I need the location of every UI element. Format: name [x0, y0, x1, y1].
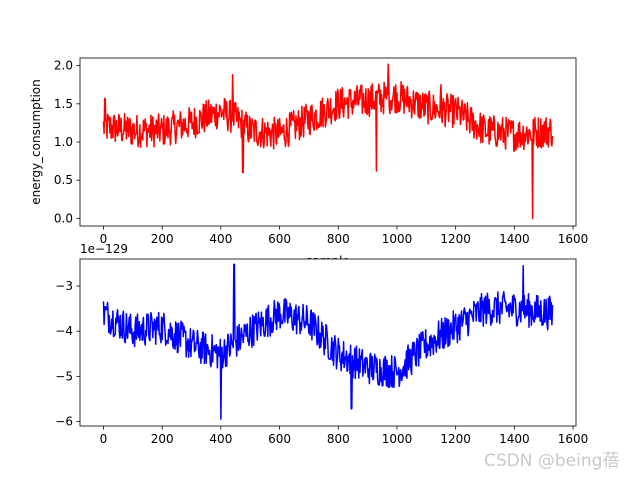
axes-frame — [79, 258, 577, 427]
x-tick-label: 400 — [209, 232, 232, 246]
energy-consumption-subplot: 0 200 400 600 800 1000 1200 1400 1600 0.0 0.5 1.0 1.… — [29, 57, 589, 268]
x-tick-label: 1200 — [440, 232, 471, 246]
x-tick-label: 1400 — [499, 232, 530, 246]
y-tick-label: −3 — [55, 279, 73, 293]
y-tick-label: 1.0 — [54, 135, 73, 149]
x-tick-label: 1600 — [558, 432, 589, 446]
x-tick-label: 400 — [209, 432, 232, 446]
x-tick-label: 1000 — [382, 232, 413, 246]
y-tick-label: −6 — [55, 414, 73, 428]
series-line-0-0 — [102, 63, 554, 220]
x-tick-label: 1600 — [558, 232, 589, 246]
series-line-1-0 — [102, 263, 554, 420]
y-axis-label: energy_consumption — [29, 79, 43, 205]
x-tick-label: 1200 — [440, 432, 471, 446]
watermark-text: CSDN @being蓓 — [484, 451, 619, 471]
x-tick-label: 600 — [268, 432, 291, 446]
x-tick-label: 800 — [327, 432, 350, 446]
y-tick-label: 0.5 — [54, 173, 73, 187]
x-tick-label: 1400 — [499, 432, 530, 446]
y-offset-text: 1e−129 — [80, 242, 128, 256]
x-tick-label: 0 — [100, 232, 108, 246]
x-tick-label: 800 — [327, 232, 350, 246]
scaled-values-subplot: 0 200 400 600 800 1000 1200 1400 1600 −6 −5 −4 −3 1e−… — [55, 242, 588, 446]
x-tick-label: 0 — [100, 432, 108, 446]
y-tick-label: −5 — [55, 369, 73, 383]
x-tick-label: 200 — [151, 432, 174, 446]
y-tick-label: 2.0 — [54, 59, 73, 73]
y-tick-label: −4 — [55, 324, 73, 338]
x-tick-label: 200 — [151, 232, 174, 246]
y-tick-label: 1.5 — [54, 97, 73, 111]
x-tick-label: 1000 — [382, 432, 413, 446]
y-tick-label: 0.0 — [54, 211, 73, 225]
x-tick-label: 600 — [268, 232, 291, 246]
